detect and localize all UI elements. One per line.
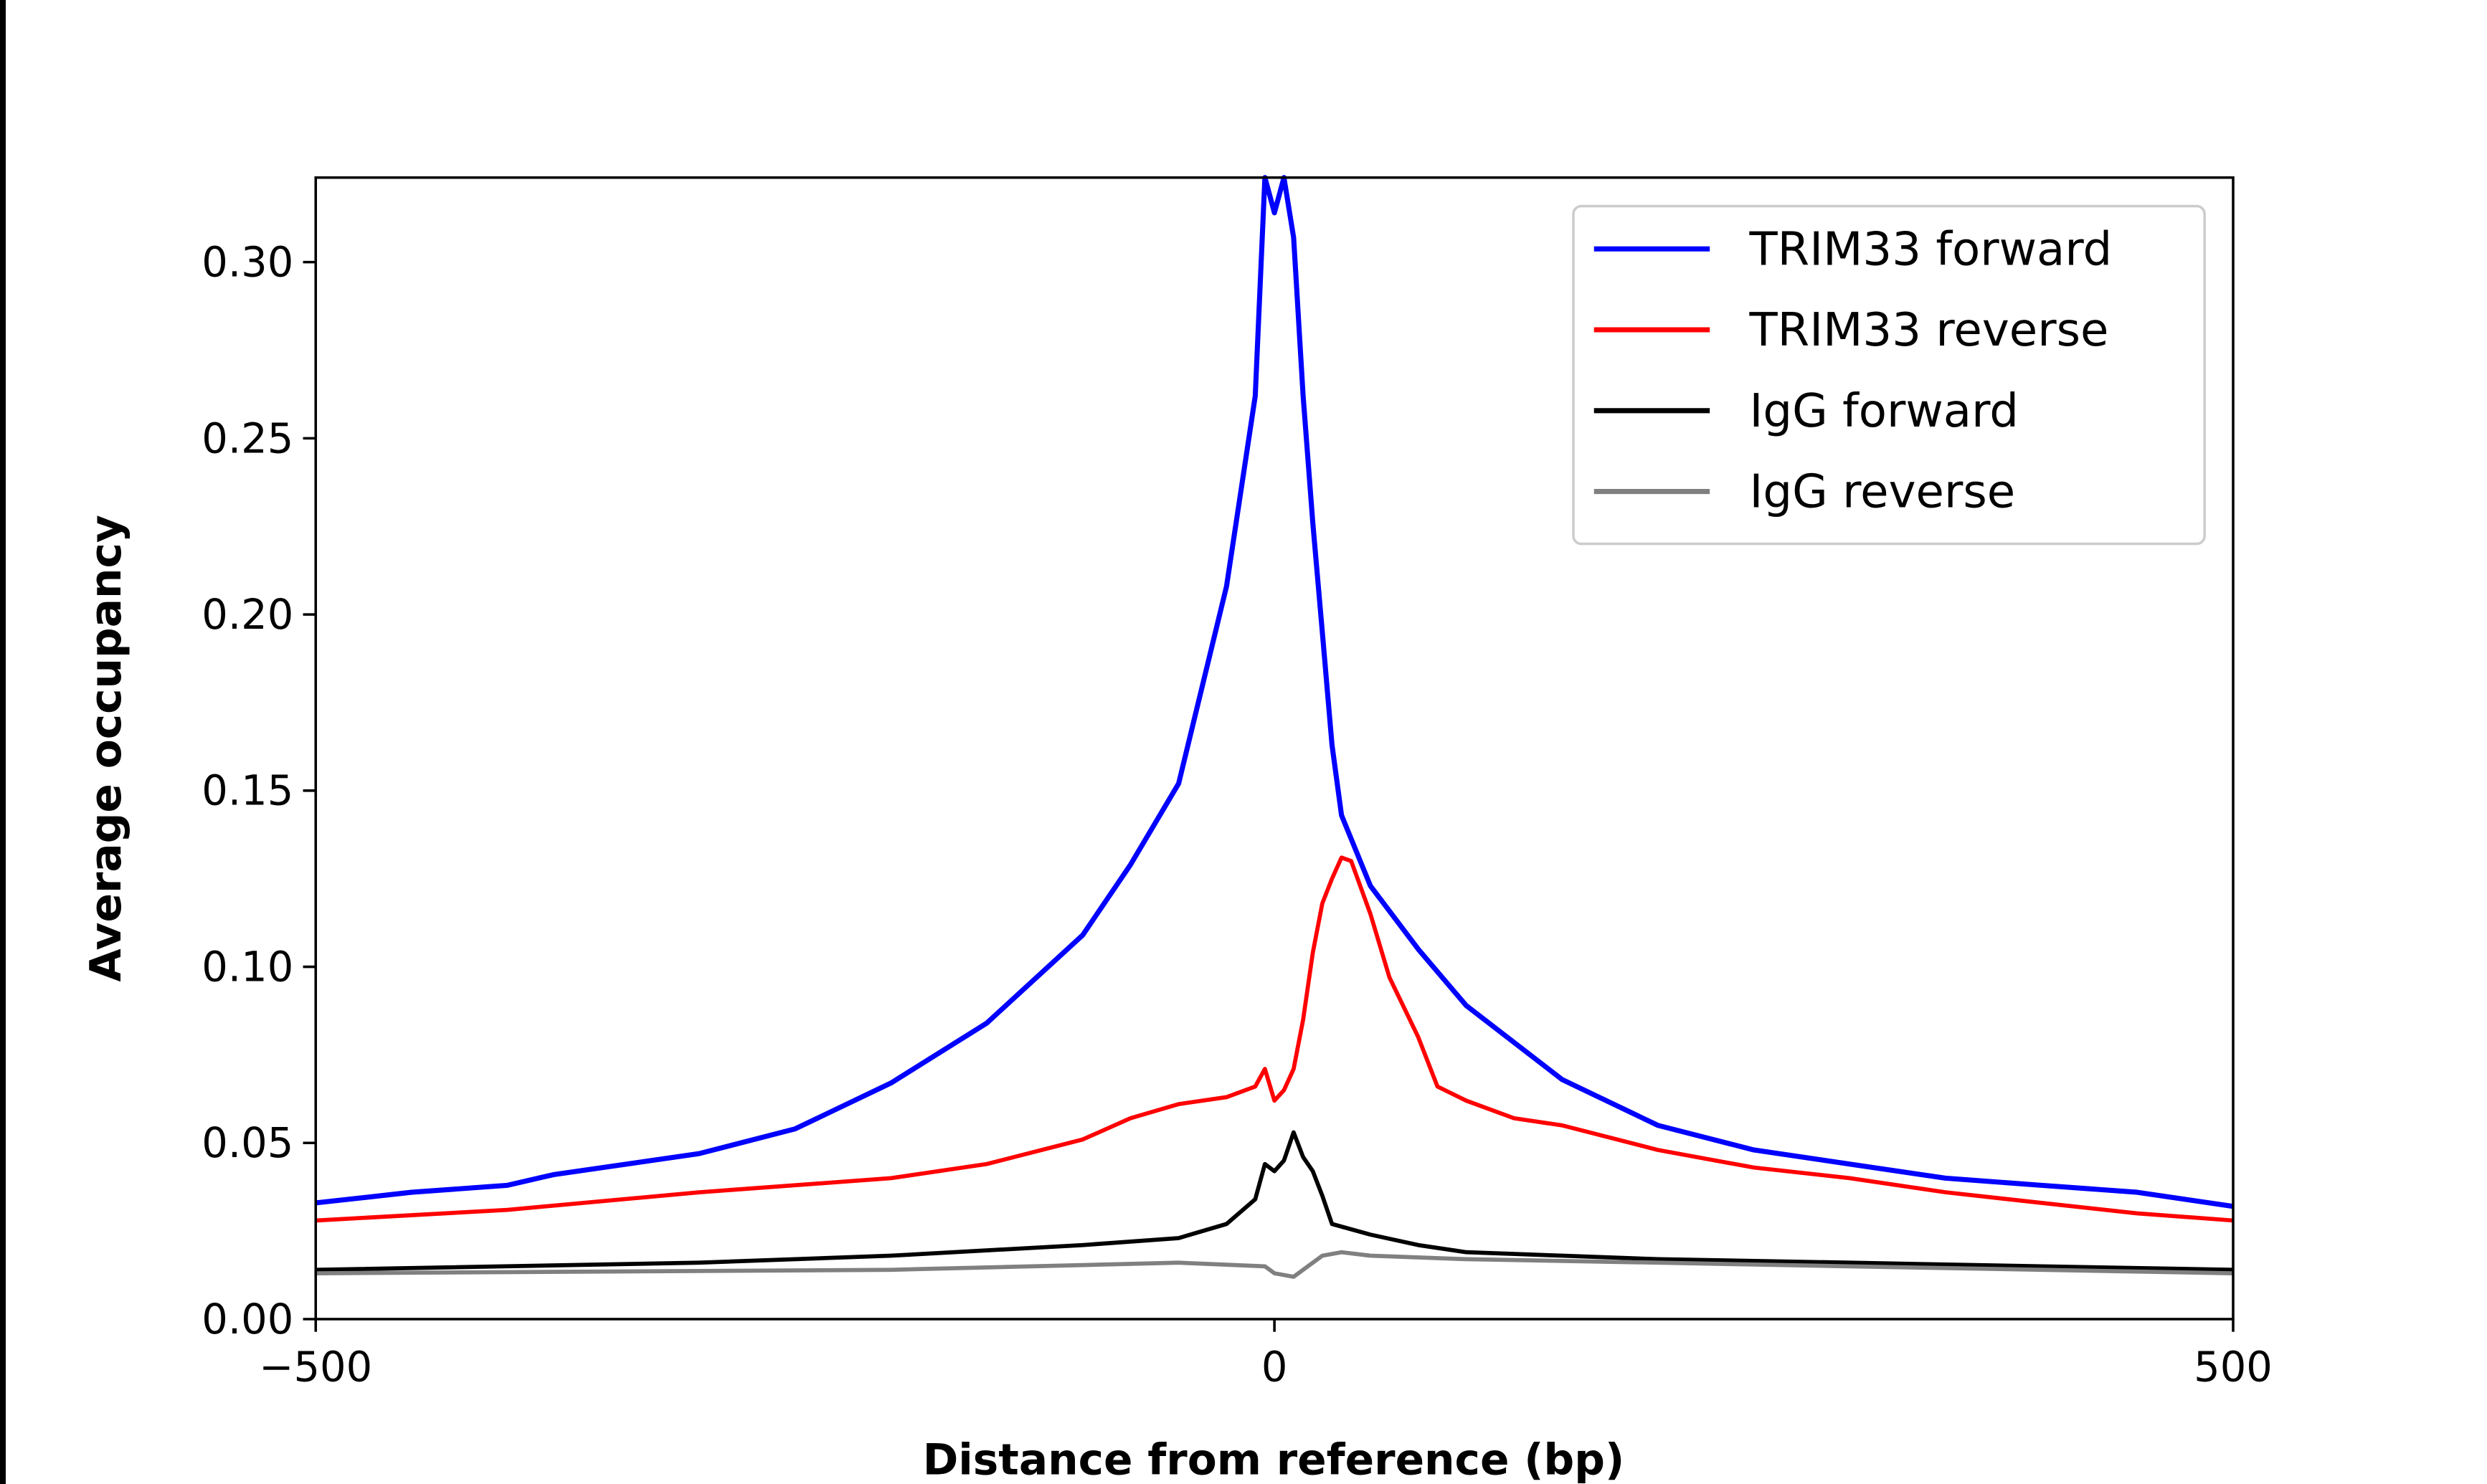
y-tick-label: 0.00 xyxy=(202,1295,293,1343)
y-tick-label: 0.30 xyxy=(202,239,293,287)
y-tick-label: 0.05 xyxy=(202,1119,293,1167)
y-tick-label: 0.20 xyxy=(202,591,293,639)
left-border xyxy=(0,0,6,1484)
legend-label: IgG reverse xyxy=(1749,465,2015,519)
series-line-trim33-reverse xyxy=(316,855,2234,1223)
legend: TRIM33 forward TRIM33 reverse IgG forward I… xyxy=(1572,204,2206,546)
y-tick-label: 0.10 xyxy=(202,943,293,991)
legend-label: TRIM33 forward xyxy=(1748,222,2112,276)
legend-label: TRIM33 reverse xyxy=(1748,303,2108,357)
series-line-trim33-forward xyxy=(315,175,2234,1209)
series-line-igg-forward xyxy=(316,1130,2234,1273)
x-tick-label: 500 xyxy=(2194,1343,2273,1391)
x-axis-label: Distance from reference (bp) xyxy=(923,1436,1625,1484)
legend-frame xyxy=(1572,204,2206,546)
legend-label: IgG forward xyxy=(1749,384,2019,438)
x-tick-label: 0 xyxy=(1261,1343,1288,1391)
y-axis-label: Average occupancy xyxy=(82,515,131,981)
x-tick-label: −500 xyxy=(259,1343,372,1391)
y-tick-label: 0.15 xyxy=(202,767,293,815)
series-line-igg-reverse xyxy=(316,1250,2234,1279)
y-tick-label: 0.25 xyxy=(202,414,293,462)
